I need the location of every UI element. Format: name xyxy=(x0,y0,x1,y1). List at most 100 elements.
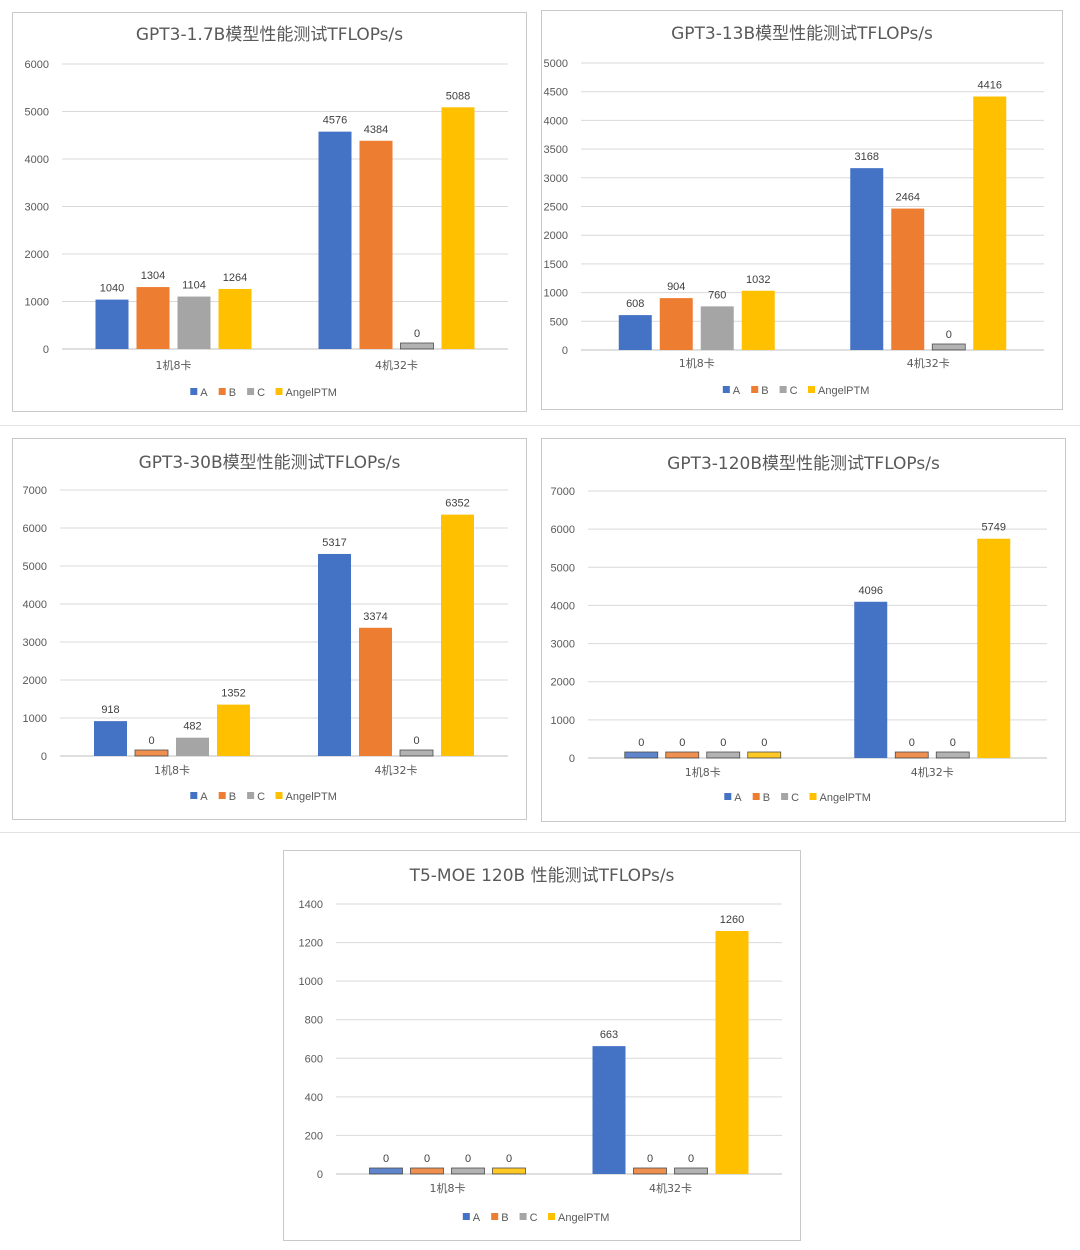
y-tick-label: 5000 xyxy=(25,107,49,119)
data-label: 4416 xyxy=(978,80,1002,92)
bar-a-0 xyxy=(95,299,129,349)
data-label: 0 xyxy=(647,1153,653,1165)
bar-a-1 xyxy=(592,1046,626,1174)
y-tick-label: 1000 xyxy=(299,976,323,988)
data-label: 5317 xyxy=(322,537,346,549)
chart-panel-1: GPT3-1.7B模型性能测试TFLOPs/s 0 1000 2000 3000 4000… xyxy=(12,12,527,412)
bar-angelptm-0 xyxy=(741,290,775,350)
bar-b-1-zero xyxy=(894,751,929,759)
data-label: 0 xyxy=(414,328,420,340)
category-label: 1机8卡 xyxy=(685,765,721,779)
legend-swatch-a xyxy=(722,386,730,393)
data-label: 0 xyxy=(465,1153,471,1165)
legend: A B C AngelPTM xyxy=(190,791,337,803)
bar-angelptm-1 xyxy=(715,931,749,1174)
chart-title: T5-MOE 120B 性能测试TFLOPs/s xyxy=(409,866,675,886)
data-label: 6352 xyxy=(445,498,469,510)
chart-title: GPT3-120B模型性能测试TFLOPs/s xyxy=(667,454,940,474)
legend-swatch-c xyxy=(781,793,789,800)
bar-c-0 xyxy=(700,306,734,350)
y-tick-label: 5000 xyxy=(544,58,568,70)
legend-label: AngelPTM xyxy=(286,791,337,803)
y-tick-label: 3000 xyxy=(544,173,568,185)
chart-panel-5: T5-MOE 120B 性能测试TFLOPs/s 0 200 400 600 800 100… xyxy=(283,850,801,1241)
data-label: 1040 xyxy=(100,283,124,295)
data-label: 760 xyxy=(708,289,726,301)
data-label: 0 xyxy=(946,329,952,341)
data-label: 1352 xyxy=(221,688,245,700)
bar-c-0 xyxy=(177,296,211,349)
legend-label: AngelPTM xyxy=(286,387,337,399)
y-tick-label: 2000 xyxy=(544,230,568,242)
bar-chart-1: GPT3-1.7B模型性能测试TFLOPs/s 0 1000 2000 3000 4000… xyxy=(25,25,508,399)
legend-swatch-b xyxy=(218,792,226,799)
data-label: 0 xyxy=(413,735,419,747)
y-tick-label: 0 xyxy=(43,344,49,356)
y-tick-label: 0 xyxy=(562,345,568,357)
bar-c-1-zero xyxy=(399,749,434,757)
category-label: 4机32卡 xyxy=(907,356,950,370)
bar-c-1-zero xyxy=(400,342,434,350)
bar-angelptm-0-zero xyxy=(747,751,782,759)
y-tick-label: 2000 xyxy=(23,675,47,687)
bar-c-0 xyxy=(176,737,209,756)
data-label: 0 xyxy=(383,1153,389,1165)
bar-angelptm-1 xyxy=(977,538,1011,758)
y-tick-label: 1000 xyxy=(544,288,568,300)
y-tick-label: 2000 xyxy=(25,249,49,261)
category-label: 1机8卡 xyxy=(430,1181,466,1195)
bar-angelptm-0 xyxy=(217,704,250,756)
data-label: 2464 xyxy=(896,192,920,204)
y-tick-label: 1000 xyxy=(551,715,575,727)
data-label: 0 xyxy=(950,737,956,749)
bar-chart-3: GPT3-30B模型性能测试TFLOPs/s 0 1000 2000 3000 4000 5… xyxy=(23,453,508,803)
category-label: 4机32卡 xyxy=(375,358,418,372)
y-tick-label: 0 xyxy=(41,751,47,763)
y-tick-label: 600 xyxy=(305,1053,323,1065)
bar-chart-4: GPT3-120B模型性能测试TFLOPs/s 0 1000 2000 3000 4000… xyxy=(551,454,1047,804)
y-tick-label: 0 xyxy=(317,1169,323,1181)
bar-b-0-zero xyxy=(410,1167,444,1175)
category-label: 1机8卡 xyxy=(679,356,715,370)
category-label: 4机32卡 xyxy=(911,765,954,779)
data-label: 0 xyxy=(424,1153,430,1165)
y-tick-label: 3000 xyxy=(23,637,47,649)
bar-b-0-zero xyxy=(665,751,700,759)
y-tick-label: 1000 xyxy=(23,713,47,725)
legend-label: B xyxy=(501,1212,508,1224)
y-tick-label: 7000 xyxy=(551,486,575,498)
data-label: 663 xyxy=(600,1029,618,1041)
legend-swatch-c xyxy=(247,792,255,799)
bar-a-1 xyxy=(850,168,884,350)
legend: A B C AngelPTM xyxy=(190,387,337,399)
legend-label: A xyxy=(733,385,741,397)
legend-swatch-c xyxy=(247,388,255,395)
y-tick-label: 1400 xyxy=(299,899,323,911)
legend-label: B xyxy=(229,791,236,803)
y-tick-label: 6000 xyxy=(25,59,49,71)
category-label: 4机32卡 xyxy=(375,763,418,777)
y-tick-label: 3000 xyxy=(25,202,49,214)
y-tick-label: 1500 xyxy=(544,259,568,271)
data-label: 1104 xyxy=(182,280,206,292)
legend-label: A xyxy=(200,791,208,803)
chart-title: GPT3-1.7B模型性能测试TFLOPs/s xyxy=(136,25,403,45)
y-tick-label: 4000 xyxy=(544,115,568,127)
data-label: 904 xyxy=(667,281,685,293)
legend-label: C xyxy=(257,791,265,803)
y-tick-label: 3500 xyxy=(544,144,568,156)
legend-label: C xyxy=(530,1212,538,1224)
legend-swatch-b xyxy=(752,793,760,800)
bar-a-1 xyxy=(318,131,352,349)
legend-swatch-angelptm xyxy=(275,792,283,799)
data-label: 0 xyxy=(688,1153,694,1165)
bar-b-1 xyxy=(359,627,392,756)
y-tick-label: 7000 xyxy=(23,485,47,497)
category-label: 1机8卡 xyxy=(156,358,192,372)
category-label: 4机32卡 xyxy=(649,1181,692,1195)
data-label: 0 xyxy=(909,737,915,749)
bar-c-1-zero xyxy=(935,751,970,759)
y-tick-label: 5000 xyxy=(551,562,575,574)
data-label: 5749 xyxy=(982,522,1006,534)
y-tick-label: 400 xyxy=(305,1092,323,1104)
